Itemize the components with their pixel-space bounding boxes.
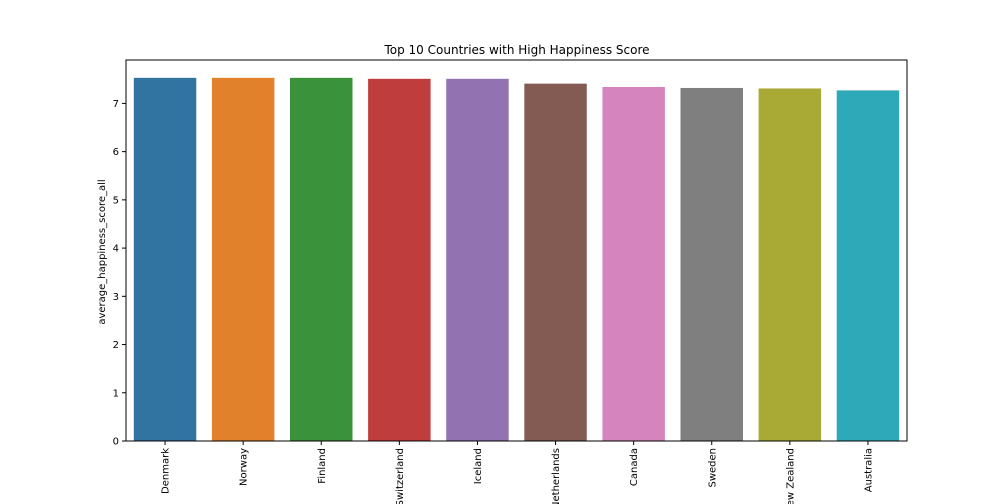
x-tick-label: Switzerland (395, 448, 406, 504)
bar-finland (290, 77, 353, 441)
bar-netherlands (524, 83, 587, 441)
bar-australia (836, 90, 900, 441)
x-tick-label: Finland (317, 448, 328, 484)
x-tick-label: Netherlands (551, 448, 562, 504)
y-tick-label: 1 (113, 388, 119, 399)
y-tick-label: 5 (113, 195, 119, 206)
x-tick-label: Australia (863, 448, 874, 492)
y-tick-label: 0 (113, 437, 119, 448)
bar-new-zealand (758, 88, 822, 441)
x-tick-label: Denmark (161, 448, 172, 494)
y-tick-label: 7 (113, 99, 119, 110)
bar-switzerland (368, 78, 431, 441)
bar-norway (211, 77, 275, 441)
x-tick-label: Norway (239, 448, 250, 486)
y-tick-label: 4 (113, 244, 119, 255)
y-tick-label: 3 (113, 292, 119, 303)
y-tick-label: 2 (113, 340, 119, 351)
y-tick-label: 6 (113, 147, 119, 158)
bar-canada (602, 87, 665, 441)
bar-sweden (680, 87, 743, 441)
x-tick-label: Iceland (473, 448, 484, 484)
bar-iceland (446, 78, 509, 441)
x-tick-label: Canada (629, 448, 640, 486)
plot-area: 0 1 2 3 4 5 6 7 Denmark Norway Finland Switzerland I… (113, 77, 900, 504)
plot-frame (125, 59, 908, 442)
x-tick-label: New Zealand (785, 448, 796, 504)
bar-denmark (133, 77, 197, 441)
y-axis-label: average_happiness_score_all (97, 179, 108, 324)
x-tick-label: Sweden (707, 448, 718, 488)
chart-title: Top 10 Countries with High Happiness Sco… (383, 43, 649, 57)
